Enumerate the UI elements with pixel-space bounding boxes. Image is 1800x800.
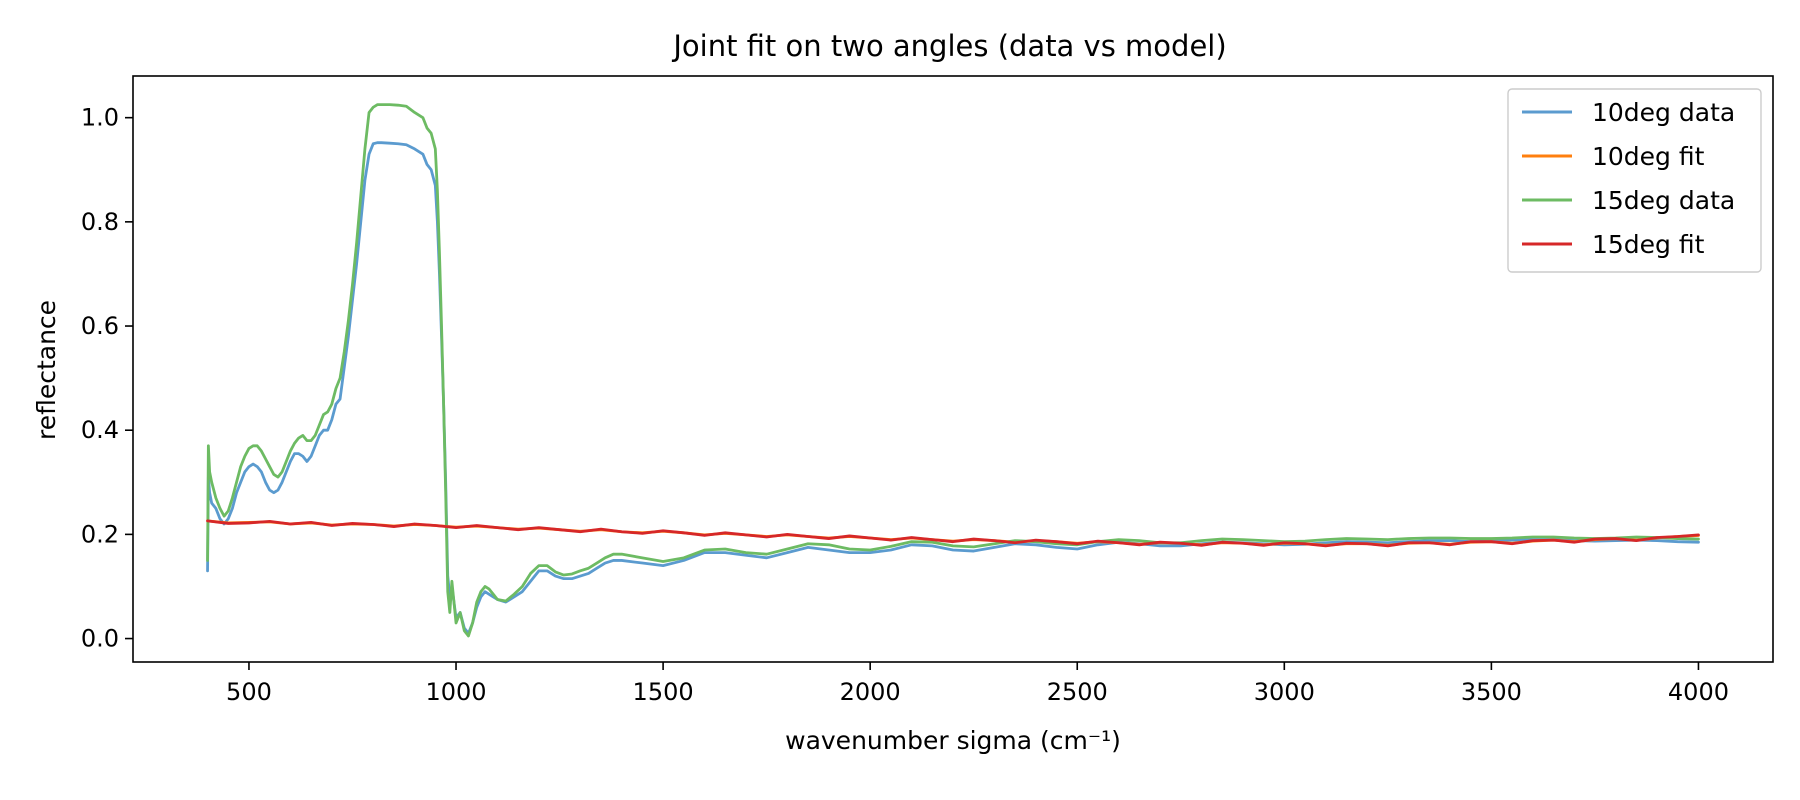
plot-area	[132, 75, 1774, 663]
y-axis: 0.0 0.2 0.4 0.6 0.8 1.0	[81, 104, 133, 653]
x-tick-label: 1000	[425, 678, 486, 706]
x-axis: 500 1000 1500 2000 2500 3000 3500 4000	[226, 662, 1729, 706]
x-tick-label: 2000	[840, 678, 901, 706]
series-line-15deg-fit	[206, 519, 1700, 548]
x-axis-label: wavenumber sigma (cm⁻¹)	[785, 726, 1121, 755]
y-tick-label: 0.0	[81, 625, 119, 653]
series-line-15deg-data	[206, 103, 1700, 638]
y-tick-label: 1.0	[81, 104, 119, 132]
plot-frame	[132, 75, 1774, 663]
x-tick-label: 1500	[633, 678, 694, 706]
x-tick-label: 3000	[1254, 678, 1315, 706]
y-tick-label: 0.4	[81, 416, 119, 444]
legend: 10deg data 10deg fit 15deg data 15deg fit	[1507, 88, 1762, 273]
x-tick-label: 2500	[1047, 678, 1108, 706]
legend-label: 10deg data	[1592, 98, 1735, 127]
x-tick-label: 4000	[1668, 678, 1729, 706]
legend-frame	[1507, 88, 1762, 273]
legend-label: 15deg data	[1592, 186, 1735, 215]
y-tick-label: 0.8	[81, 208, 119, 236]
series-layer	[206, 103, 1700, 638]
y-tick-label: 0.6	[81, 312, 119, 340]
x-tick-label: 3500	[1461, 678, 1522, 706]
legend-label: 10deg fit	[1592, 142, 1705, 171]
chart-title: Joint fit on two angles (data vs model)	[671, 29, 1226, 63]
legend-label: 15deg fit	[1592, 230, 1705, 259]
y-tick-label: 0.2	[81, 520, 119, 548]
x-tick-label: 500	[226, 678, 272, 706]
y-axis-label: reflectance	[32, 300, 61, 440]
